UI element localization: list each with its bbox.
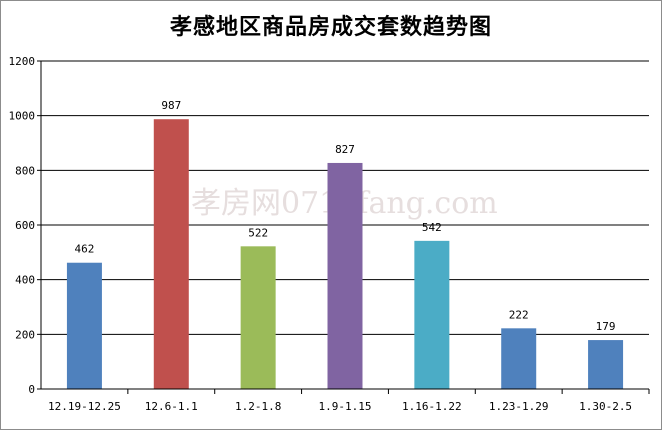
bar xyxy=(588,340,624,389)
bars xyxy=(66,119,624,389)
value-label: 179 xyxy=(596,320,616,333)
axes xyxy=(40,61,649,390)
bar xyxy=(501,328,537,389)
x-tick-label: 1.2-1.8 xyxy=(235,400,281,413)
bar xyxy=(66,262,102,389)
y-tick-label: 1000 xyxy=(9,110,36,123)
x-tick-label: 1.9-1.15 xyxy=(319,400,372,413)
chart-title: 孝感地区商品房成交套数趋势图 xyxy=(169,15,492,40)
value-label: 222 xyxy=(509,308,529,321)
x-tick-label: 1.30-2.5 xyxy=(579,400,632,413)
y-tick-label: 200 xyxy=(15,328,35,341)
x-tick-labels: 12.19-12.25 12.6-1.1 1.2-1.8 1.9-1.15 1.16-1… xyxy=(48,400,632,413)
y-tick-label: 800 xyxy=(15,164,35,177)
x-tick-label: 12.6-1.1 xyxy=(145,400,198,413)
bar xyxy=(327,162,363,389)
bar xyxy=(414,240,450,389)
x-tick-label: 12.19-12.25 xyxy=(48,400,121,413)
value-label: 542 xyxy=(422,221,442,234)
y-tick-label: 600 xyxy=(15,219,35,232)
x-tick-label: 1.23-1.29 xyxy=(489,400,549,413)
x-tick-label: 1.16-1.22 xyxy=(402,400,462,413)
value-labels: 462 987 522 827 542 222 179 xyxy=(74,99,615,333)
y-tick-labels: 0 200 400 600 800 1000 1200 xyxy=(9,55,36,396)
y-tick-label: 0 xyxy=(28,383,35,396)
value-label: 827 xyxy=(335,143,355,156)
y-tick-label: 1200 xyxy=(9,55,36,68)
bar xyxy=(153,119,189,389)
value-label: 462 xyxy=(74,243,94,256)
bar xyxy=(240,246,276,389)
value-label: 987 xyxy=(161,99,181,112)
value-label: 522 xyxy=(248,226,268,239)
y-tick-label: 400 xyxy=(15,274,35,287)
